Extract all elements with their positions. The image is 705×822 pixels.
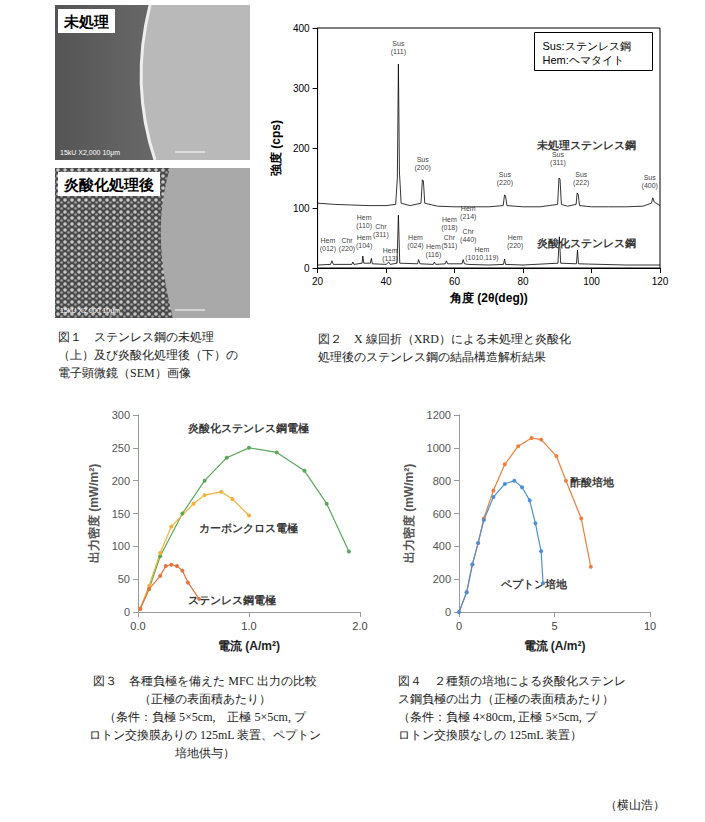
svg-text:0.0: 0.0 bbox=[130, 620, 145, 632]
svg-text:(220): (220) bbox=[507, 242, 523, 250]
svg-text:300: 300 bbox=[112, 409, 130, 421]
svg-text:Sus: Sus bbox=[499, 171, 512, 178]
svg-text:Hem: Hem bbox=[357, 214, 372, 221]
svg-text:200: 200 bbox=[112, 475, 130, 487]
svg-text:80: 80 bbox=[517, 276, 529, 287]
svg-text:Sus: Sus bbox=[644, 174, 657, 181]
svg-text:炎酸化処理後: 炎酸化処理後 bbox=[63, 176, 154, 193]
svg-text:カーボンクロス電極: カーボンクロス電極 bbox=[199, 522, 298, 534]
svg-text:角度 (2θ(deg)): 角度 (2θ(deg)) bbox=[449, 291, 528, 305]
html-text:図４ ２種類の培地による炎酸化ステンレ ス鋼負極の出力（正極: 図４ ２種類の培地による炎酸化ステンレ ス鋼負極の出力（正極の表面積あたり） （… bbox=[398, 674, 626, 742]
svg-text:200: 200 bbox=[293, 143, 310, 154]
svg-text:Hem: Hem bbox=[508, 234, 523, 241]
svg-text:Chr: Chr bbox=[444, 234, 456, 241]
svg-text:(220): (220) bbox=[339, 245, 355, 253]
svg-text:(1010,119): (1010,119) bbox=[465, 254, 498, 262]
svg-text:(311): (311) bbox=[550, 159, 566, 167]
svg-text:1.0: 1.0 bbox=[241, 620, 256, 632]
svg-text:50: 50 bbox=[118, 573, 130, 585]
svg-text:強度 (cps): 強度 (cps) bbox=[269, 120, 283, 176]
svg-text:150: 150 bbox=[112, 508, 130, 520]
svg-text:(222): (222) bbox=[573, 179, 589, 187]
svg-text:40: 40 bbox=[381, 276, 393, 287]
svg-text:炎酸化ステンレス鋼: 炎酸化ステンレス鋼 bbox=[536, 237, 636, 249]
svg-text:1200: 1200 bbox=[427, 409, 451, 421]
svg-text:2.0: 2.0 bbox=[352, 620, 367, 632]
svg-text:Sus: Sus bbox=[575, 171, 588, 178]
svg-text:(113): (113) bbox=[382, 255, 398, 263]
svg-text:1000: 1000 bbox=[427, 442, 451, 454]
svg-text:100: 100 bbox=[293, 203, 310, 214]
html-text:図２ X 線回折（XRD）による未処理と炎酸化 処理後のステ: 図２ X 線回折（XRD）による未処理と炎酸化 処理後のステンレス鋼の結晶構造解… bbox=[318, 332, 571, 364]
svg-text:(400): (400) bbox=[642, 182, 658, 190]
svg-text:250: 250 bbox=[112, 442, 130, 454]
svg-text:100: 100 bbox=[583, 276, 600, 287]
svg-text:(116): (116) bbox=[425, 251, 441, 259]
svg-text:Hem:ヘマタイト: Hem:ヘマタイト bbox=[543, 54, 624, 66]
svg-text:15kU X2,000 10μm: 15kU X2,000 10μm bbox=[60, 149, 120, 157]
svg-text:0: 0 bbox=[124, 606, 130, 618]
svg-text:(220): (220) bbox=[497, 179, 513, 187]
svg-text:Hem: Hem bbox=[442, 216, 457, 223]
svg-text:ステンレス鋼電極: ステンレス鋼電極 bbox=[188, 594, 276, 606]
svg-text:300: 300 bbox=[293, 83, 310, 94]
html-text:（横山浩）: （横山浩） bbox=[605, 798, 665, 812]
svg-text:Hem: Hem bbox=[426, 243, 441, 250]
svg-text:Hem: Hem bbox=[461, 205, 476, 212]
svg-text:Hem: Hem bbox=[320, 237, 335, 244]
svg-text:出力密度 (mW/m²): 出力密度 (mW/m²) bbox=[402, 464, 416, 563]
svg-text:Sus: Sus bbox=[552, 151, 565, 158]
svg-text:120: 120 bbox=[652, 276, 669, 287]
svg-text:(024): (024) bbox=[407, 242, 423, 250]
svg-text:(440): (440) bbox=[460, 236, 476, 244]
svg-text:電流 (A/m²): 電流 (A/m²) bbox=[218, 639, 280, 653]
svg-text:15kU X2,000 10μm: 15kU X2,000 10μm bbox=[60, 307, 120, 315]
svg-text:10: 10 bbox=[644, 620, 656, 632]
svg-text:酢酸培地: 酢酸培地 bbox=[570, 476, 615, 488]
svg-text:5: 5 bbox=[551, 620, 557, 632]
svg-text:Chr: Chr bbox=[375, 223, 387, 230]
svg-text:Hem: Hem bbox=[408, 234, 423, 241]
svg-text:600: 600 bbox=[433, 508, 451, 520]
svg-text:Sus:ステンレス鋼: Sus:ステンレス鋼 bbox=[543, 40, 631, 52]
svg-text:Hem: Hem bbox=[357, 234, 372, 241]
svg-text:(111): (111) bbox=[391, 48, 406, 56]
svg-text:800: 800 bbox=[433, 475, 451, 487]
svg-text:400: 400 bbox=[293, 23, 310, 34]
svg-text:(511): (511) bbox=[442, 242, 458, 250]
svg-text:ペプトン培地: ペプトン培地 bbox=[500, 578, 568, 590]
svg-text:出力密度 (mW/m²): 出力密度 (mW/m²) bbox=[87, 464, 101, 563]
svg-text:60: 60 bbox=[449, 276, 461, 287]
svg-text:電流 (A/m²): 電流 (A/m²) bbox=[524, 639, 586, 653]
svg-text:Sus: Sus bbox=[417, 156, 430, 163]
svg-text:(200): (200) bbox=[415, 164, 431, 172]
svg-text:Hem: Hem bbox=[383, 247, 398, 254]
svg-text:100: 100 bbox=[112, 540, 130, 552]
svg-text:400: 400 bbox=[433, 540, 451, 552]
svg-text:(012): (012) bbox=[320, 245, 336, 253]
svg-text:0: 0 bbox=[445, 606, 451, 618]
svg-text:Chr: Chr bbox=[463, 228, 475, 235]
svg-text:(311): (311) bbox=[373, 231, 389, 239]
svg-text:200: 200 bbox=[433, 573, 451, 585]
svg-text:未処理ステンレス鋼: 未処理ステンレス鋼 bbox=[536, 139, 636, 151]
svg-text:Sus: Sus bbox=[392, 40, 405, 47]
svg-text:20: 20 bbox=[312, 276, 324, 287]
svg-text:(104): (104) bbox=[356, 242, 372, 250]
html-text:図１ ステンレス鋼の未処理 （上）及び炎酸化処理後（下）の: 図１ ステンレス鋼の未処理 （上）及び炎酸化処理後（下）の 電子顕微鏡（SEM）… bbox=[58, 330, 238, 380]
svg-text:(018): (018) bbox=[441, 224, 457, 232]
svg-text:0: 0 bbox=[304, 263, 310, 274]
html-text:図３ 各種負極を備えた MFC 出力の比較 （正極の表面積あ: 図３ 各種負極を備えた MFC 出力の比較 （正極の表面積あたり） （条件：負極… bbox=[88, 674, 322, 760]
svg-text:Chr: Chr bbox=[341, 237, 353, 244]
svg-text:炎酸化ステンレス鋼電極: 炎酸化ステンレス鋼電極 bbox=[187, 422, 309, 434]
svg-text:Hem: Hem bbox=[475, 246, 490, 253]
svg-text:未処理: 未処理 bbox=[63, 13, 109, 30]
svg-text:0: 0 bbox=[456, 620, 462, 632]
svg-text:(110): (110) bbox=[356, 222, 372, 230]
svg-text:(214): (214) bbox=[460, 213, 476, 221]
